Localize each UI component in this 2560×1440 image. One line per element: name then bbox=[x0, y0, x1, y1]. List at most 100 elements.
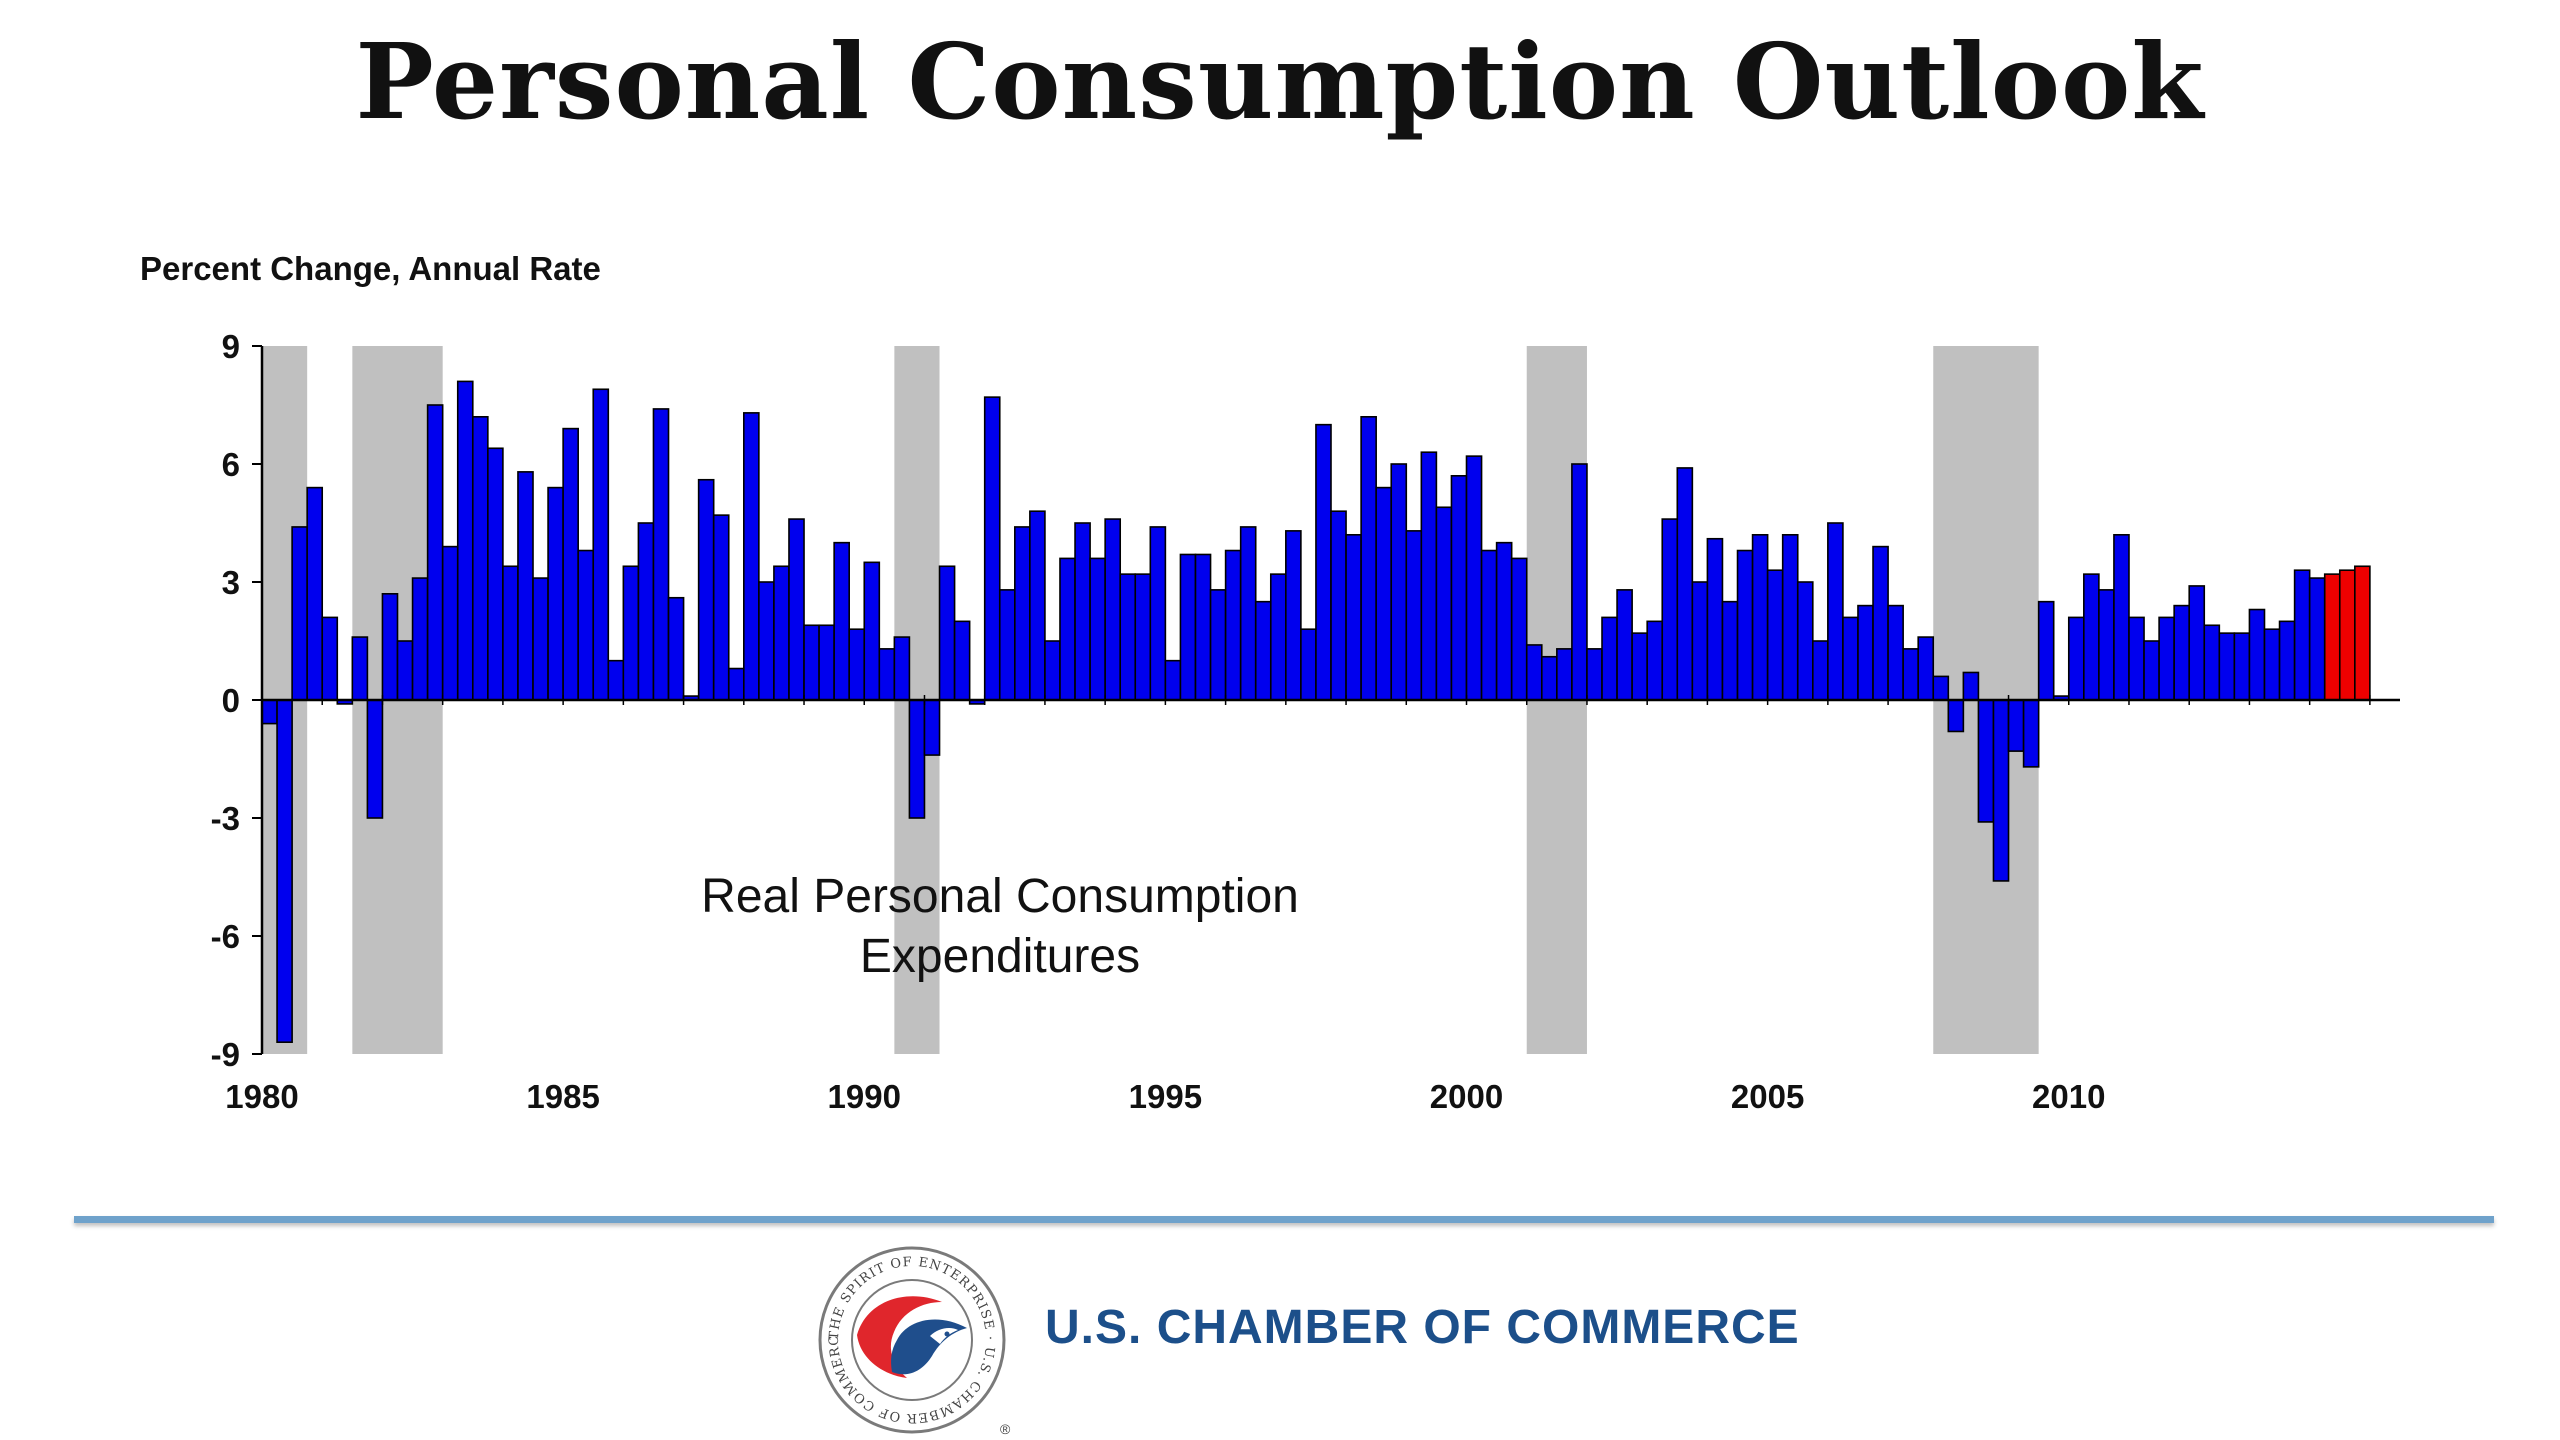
bar-7 bbox=[351, 636, 369, 701]
bar-123 bbox=[2098, 589, 2115, 701]
svg-text:®: ® bbox=[1000, 1421, 1011, 1437]
bar-132 bbox=[2233, 632, 2251, 701]
bar-94 bbox=[1661, 518, 1679, 701]
chamber-seal-logo: THE SPIRIT OF ENTERPRISE · U.S. CHAMBER … bbox=[812, 1240, 1011, 1437]
bar-69 bbox=[1285, 530, 1302, 701]
x-tick-label-5: 2000 bbox=[1430, 1078, 1503, 1115]
bar-23 bbox=[592, 388, 610, 701]
bar-51 bbox=[1014, 526, 1031, 701]
bar-105 bbox=[1827, 522, 1844, 701]
bar-31 bbox=[712, 514, 730, 701]
bar-19 bbox=[532, 577, 549, 701]
bar-26 bbox=[637, 522, 655, 701]
y-tick-label-3: 3 bbox=[222, 564, 240, 601]
bar-8 bbox=[366, 699, 384, 819]
bar-134 bbox=[2263, 628, 2281, 701]
bar-56 bbox=[1089, 557, 1106, 701]
bar-27 bbox=[652, 408, 670, 701]
bar-85 bbox=[1525, 644, 1543, 701]
bar-4 bbox=[306, 486, 324, 701]
bar-58 bbox=[1119, 573, 1137, 701]
bar-2 bbox=[276, 699, 293, 1044]
footer-divider bbox=[74, 1216, 2494, 1223]
bar-121 bbox=[2067, 616, 2085, 701]
bar-97 bbox=[1706, 537, 1724, 701]
bar-74 bbox=[1360, 415, 1377, 701]
bar-131 bbox=[2218, 632, 2236, 701]
bar-35 bbox=[773, 565, 790, 701]
y-tick-label-5: -3 bbox=[211, 800, 240, 837]
bar-133 bbox=[2248, 608, 2266, 701]
x-tick-label-1: 1980 bbox=[225, 1078, 298, 1115]
bar-49 bbox=[983, 396, 1001, 701]
bar-78 bbox=[1420, 451, 1438, 701]
bar-62 bbox=[1179, 553, 1197, 701]
bar-43 bbox=[893, 636, 911, 701]
bar-39 bbox=[833, 541, 850, 701]
bar-28 bbox=[667, 596, 685, 701]
bar-1 bbox=[261, 699, 278, 725]
bar-60 bbox=[1149, 526, 1167, 701]
bar-86 bbox=[1540, 655, 1558, 701]
bar-106 bbox=[1842, 616, 1859, 701]
bar-90 bbox=[1601, 616, 1618, 701]
x-tick-label-6: 2005 bbox=[1731, 1078, 1804, 1115]
bar-15 bbox=[471, 415, 489, 701]
bar-107 bbox=[1857, 604, 1874, 701]
bar-101 bbox=[1766, 569, 1784, 701]
bar-88 bbox=[1571, 463, 1588, 701]
bar-9 bbox=[381, 592, 399, 701]
bar-46 bbox=[938, 565, 956, 701]
x-tick-label-4: 1995 bbox=[1129, 1078, 1202, 1115]
bar-110 bbox=[1902, 648, 1919, 701]
bar-98 bbox=[1721, 600, 1739, 701]
bar-100 bbox=[1751, 533, 1769, 701]
bar-109 bbox=[1887, 604, 1904, 701]
bar-57 bbox=[1104, 518, 1122, 701]
x-tick-label-2: 1985 bbox=[526, 1078, 599, 1115]
bar-89 bbox=[1586, 648, 1603, 701]
bar-102 bbox=[1781, 533, 1799, 701]
y-tick-label-6: -6 bbox=[211, 918, 240, 955]
bar-13 bbox=[441, 545, 459, 701]
bar-128 bbox=[2173, 604, 2191, 701]
bar-20 bbox=[547, 486, 564, 701]
bar-55 bbox=[1074, 522, 1091, 701]
bar-61 bbox=[1164, 659, 1182, 701]
bar-114 bbox=[1962, 671, 1980, 701]
bar-117 bbox=[2007, 699, 2025, 752]
forecast-bar-138 bbox=[2323, 573, 2341, 701]
bar-38 bbox=[818, 624, 835, 701]
bar-44 bbox=[908, 699, 926, 819]
bar-119 bbox=[2037, 600, 2055, 701]
bar-53 bbox=[1044, 640, 1061, 701]
bar-83 bbox=[1495, 541, 1513, 701]
bar-3 bbox=[291, 526, 308, 701]
bar-95 bbox=[1676, 467, 1694, 701]
annotation-line-1: Real Personal Consumption bbox=[701, 870, 1299, 923]
bar-22 bbox=[577, 549, 595, 701]
bar-14 bbox=[456, 380, 474, 701]
bar-93 bbox=[1646, 620, 1664, 701]
bar-111 bbox=[1917, 636, 1935, 701]
bar-99 bbox=[1736, 549, 1754, 701]
chart-axes: 9 6 3 0 -3 -6 -9 1980 1985 1990 1995 2000 2005 2010 bbox=[211, 328, 2400, 1115]
organization-name: U.S. CHAMBER OF COMMERCE bbox=[1045, 1301, 1800, 1354]
bar-122 bbox=[2083, 573, 2100, 701]
bar-37 bbox=[803, 624, 820, 701]
bar-12 bbox=[426, 404, 444, 701]
bar-125 bbox=[2128, 616, 2145, 701]
bar-36 bbox=[788, 518, 805, 701]
y-tick-label-1: 9 bbox=[222, 328, 240, 365]
annotation-line-2: Expenditures bbox=[860, 930, 1140, 983]
bar-104 bbox=[1812, 640, 1829, 701]
bar-66 bbox=[1239, 526, 1257, 701]
bar-127 bbox=[2158, 616, 2175, 701]
bar-68 bbox=[1269, 573, 1287, 701]
bar-10 bbox=[396, 640, 414, 701]
bar-42 bbox=[878, 648, 896, 701]
y-tick-label-7: -9 bbox=[211, 1036, 240, 1073]
bar-108 bbox=[1872, 545, 1889, 701]
forecast-bar-139 bbox=[2338, 569, 2356, 701]
bar-135 bbox=[2278, 620, 2296, 701]
